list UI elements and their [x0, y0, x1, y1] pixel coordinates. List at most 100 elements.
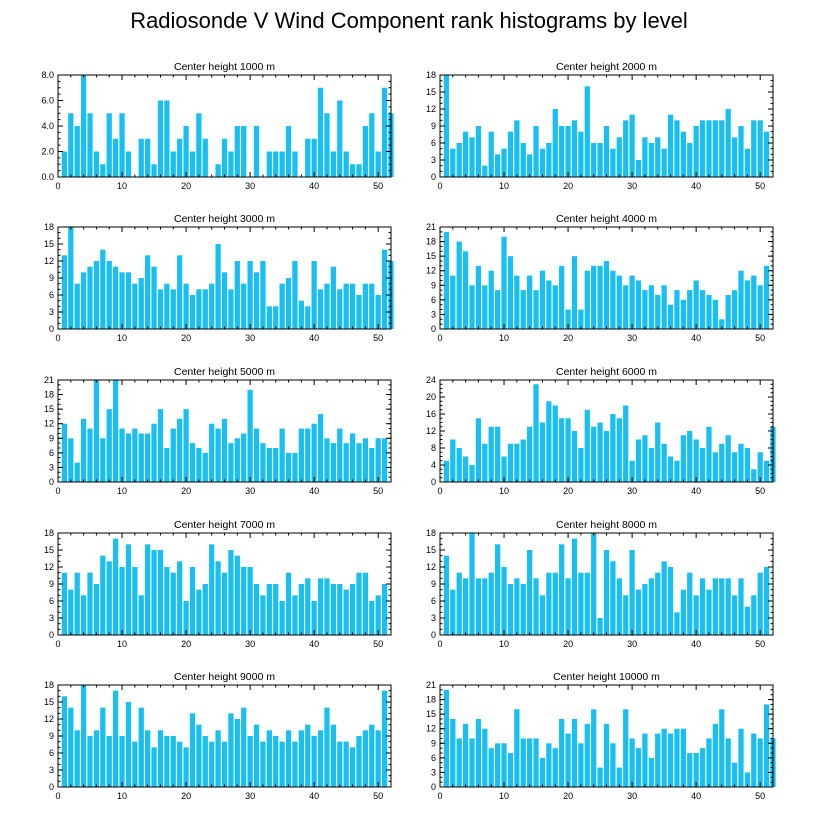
bar [106, 736, 112, 787]
bar [330, 266, 336, 329]
bar [507, 584, 514, 635]
bar [266, 730, 272, 787]
bar [456, 572, 462, 635]
panel-2: Center height 2000 m 0 3 6 9 12 15 18 0 10 20 30 40 5… [426, 61, 774, 191]
bar [253, 272, 260, 329]
x-tick-label: 10 [117, 639, 127, 649]
x-tick-label: 30 [627, 639, 637, 649]
bar [145, 255, 151, 329]
bar [164, 100, 170, 177]
bar [546, 572, 552, 635]
y-tick-label: 9 [431, 738, 436, 748]
y-tick-label: 9 [49, 433, 54, 443]
panel-title: Center height 3000 m [174, 213, 275, 225]
bar [680, 728, 686, 787]
bar [712, 299, 718, 329]
bar [539, 757, 546, 787]
bar [260, 741, 266, 787]
bar [687, 431, 693, 482]
y-tick-label: 3 [431, 613, 436, 623]
bar [693, 126, 699, 177]
panel-6: Center height 6000 m 0 4 8 12 16 20 24 0 10 20 30 40… [426, 366, 776, 496]
bar [234, 126, 240, 177]
bar [699, 290, 706, 329]
bar [520, 738, 526, 787]
bar [488, 270, 494, 329]
bar [629, 114, 635, 177]
y-tick-label: 12 [426, 426, 436, 436]
bar [311, 261, 317, 329]
x-tick-label: 10 [499, 791, 509, 801]
bar [68, 589, 74, 635]
bar [228, 151, 234, 177]
x-tick-label: 50 [755, 639, 765, 649]
y-tick-label: 0 [431, 172, 436, 182]
bar [298, 300, 304, 329]
bar [196, 724, 202, 787]
bar [763, 704, 770, 787]
bar [539, 270, 546, 329]
x-tick-label: 20 [563, 486, 573, 496]
bar [337, 741, 343, 787]
x-tick-label: 30 [627, 333, 637, 343]
bar [495, 290, 501, 329]
bar [488, 426, 494, 482]
bar [667, 733, 674, 787]
bar [674, 728, 680, 787]
bar [565, 578, 571, 635]
bar [539, 595, 546, 635]
bar [324, 438, 330, 482]
bar [597, 265, 603, 329]
y-tick-label: 4 [431, 460, 436, 470]
panel-title: Center height 4000 m [556, 213, 657, 225]
bar [177, 138, 183, 177]
bar [667, 567, 674, 635]
bar [100, 438, 106, 482]
x-tick-label: 0 [55, 639, 60, 649]
bar [61, 572, 68, 635]
bar [145, 730, 151, 787]
bar [273, 448, 279, 482]
bar [706, 426, 712, 482]
bar [642, 733, 648, 787]
bar [546, 401, 552, 482]
panel-8: Center height 8000 m 0 3 6 9 12 15 18 0 10 20 30 40 5… [426, 519, 774, 649]
y-tick-label: 12 [44, 419, 54, 429]
bar [183, 747, 189, 787]
bar [559, 126, 565, 177]
bar [603, 431, 610, 482]
bar [469, 465, 475, 482]
y-tick-label: 6 [431, 295, 436, 305]
bar [298, 730, 304, 787]
bar [260, 595, 266, 635]
bar [712, 120, 718, 177]
bar [610, 414, 616, 482]
bar [744, 448, 751, 482]
bar [527, 154, 533, 177]
bar [667, 304, 674, 329]
x-tick-label: 50 [373, 486, 383, 496]
bar [157, 100, 164, 177]
bar [674, 460, 680, 482]
bar [469, 738, 475, 787]
bar [241, 126, 247, 177]
bar [80, 685, 87, 787]
bar [731, 137, 738, 177]
bar [125, 272, 132, 329]
bar [725, 738, 731, 787]
bar [93, 380, 100, 482]
bar [125, 544, 132, 635]
y-tick-label: 6 [49, 448, 54, 458]
bar [674, 290, 680, 329]
bar [482, 285, 488, 329]
bar [209, 283, 215, 329]
bar [330, 584, 336, 635]
y-tick-label: 18 [44, 390, 54, 400]
bar [151, 550, 157, 635]
bar [343, 589, 349, 635]
bar [215, 561, 221, 635]
bar [106, 409, 112, 482]
bar [138, 138, 144, 177]
x-tick-label: 40 [309, 181, 319, 191]
y-tick-label: 18 [44, 528, 54, 538]
